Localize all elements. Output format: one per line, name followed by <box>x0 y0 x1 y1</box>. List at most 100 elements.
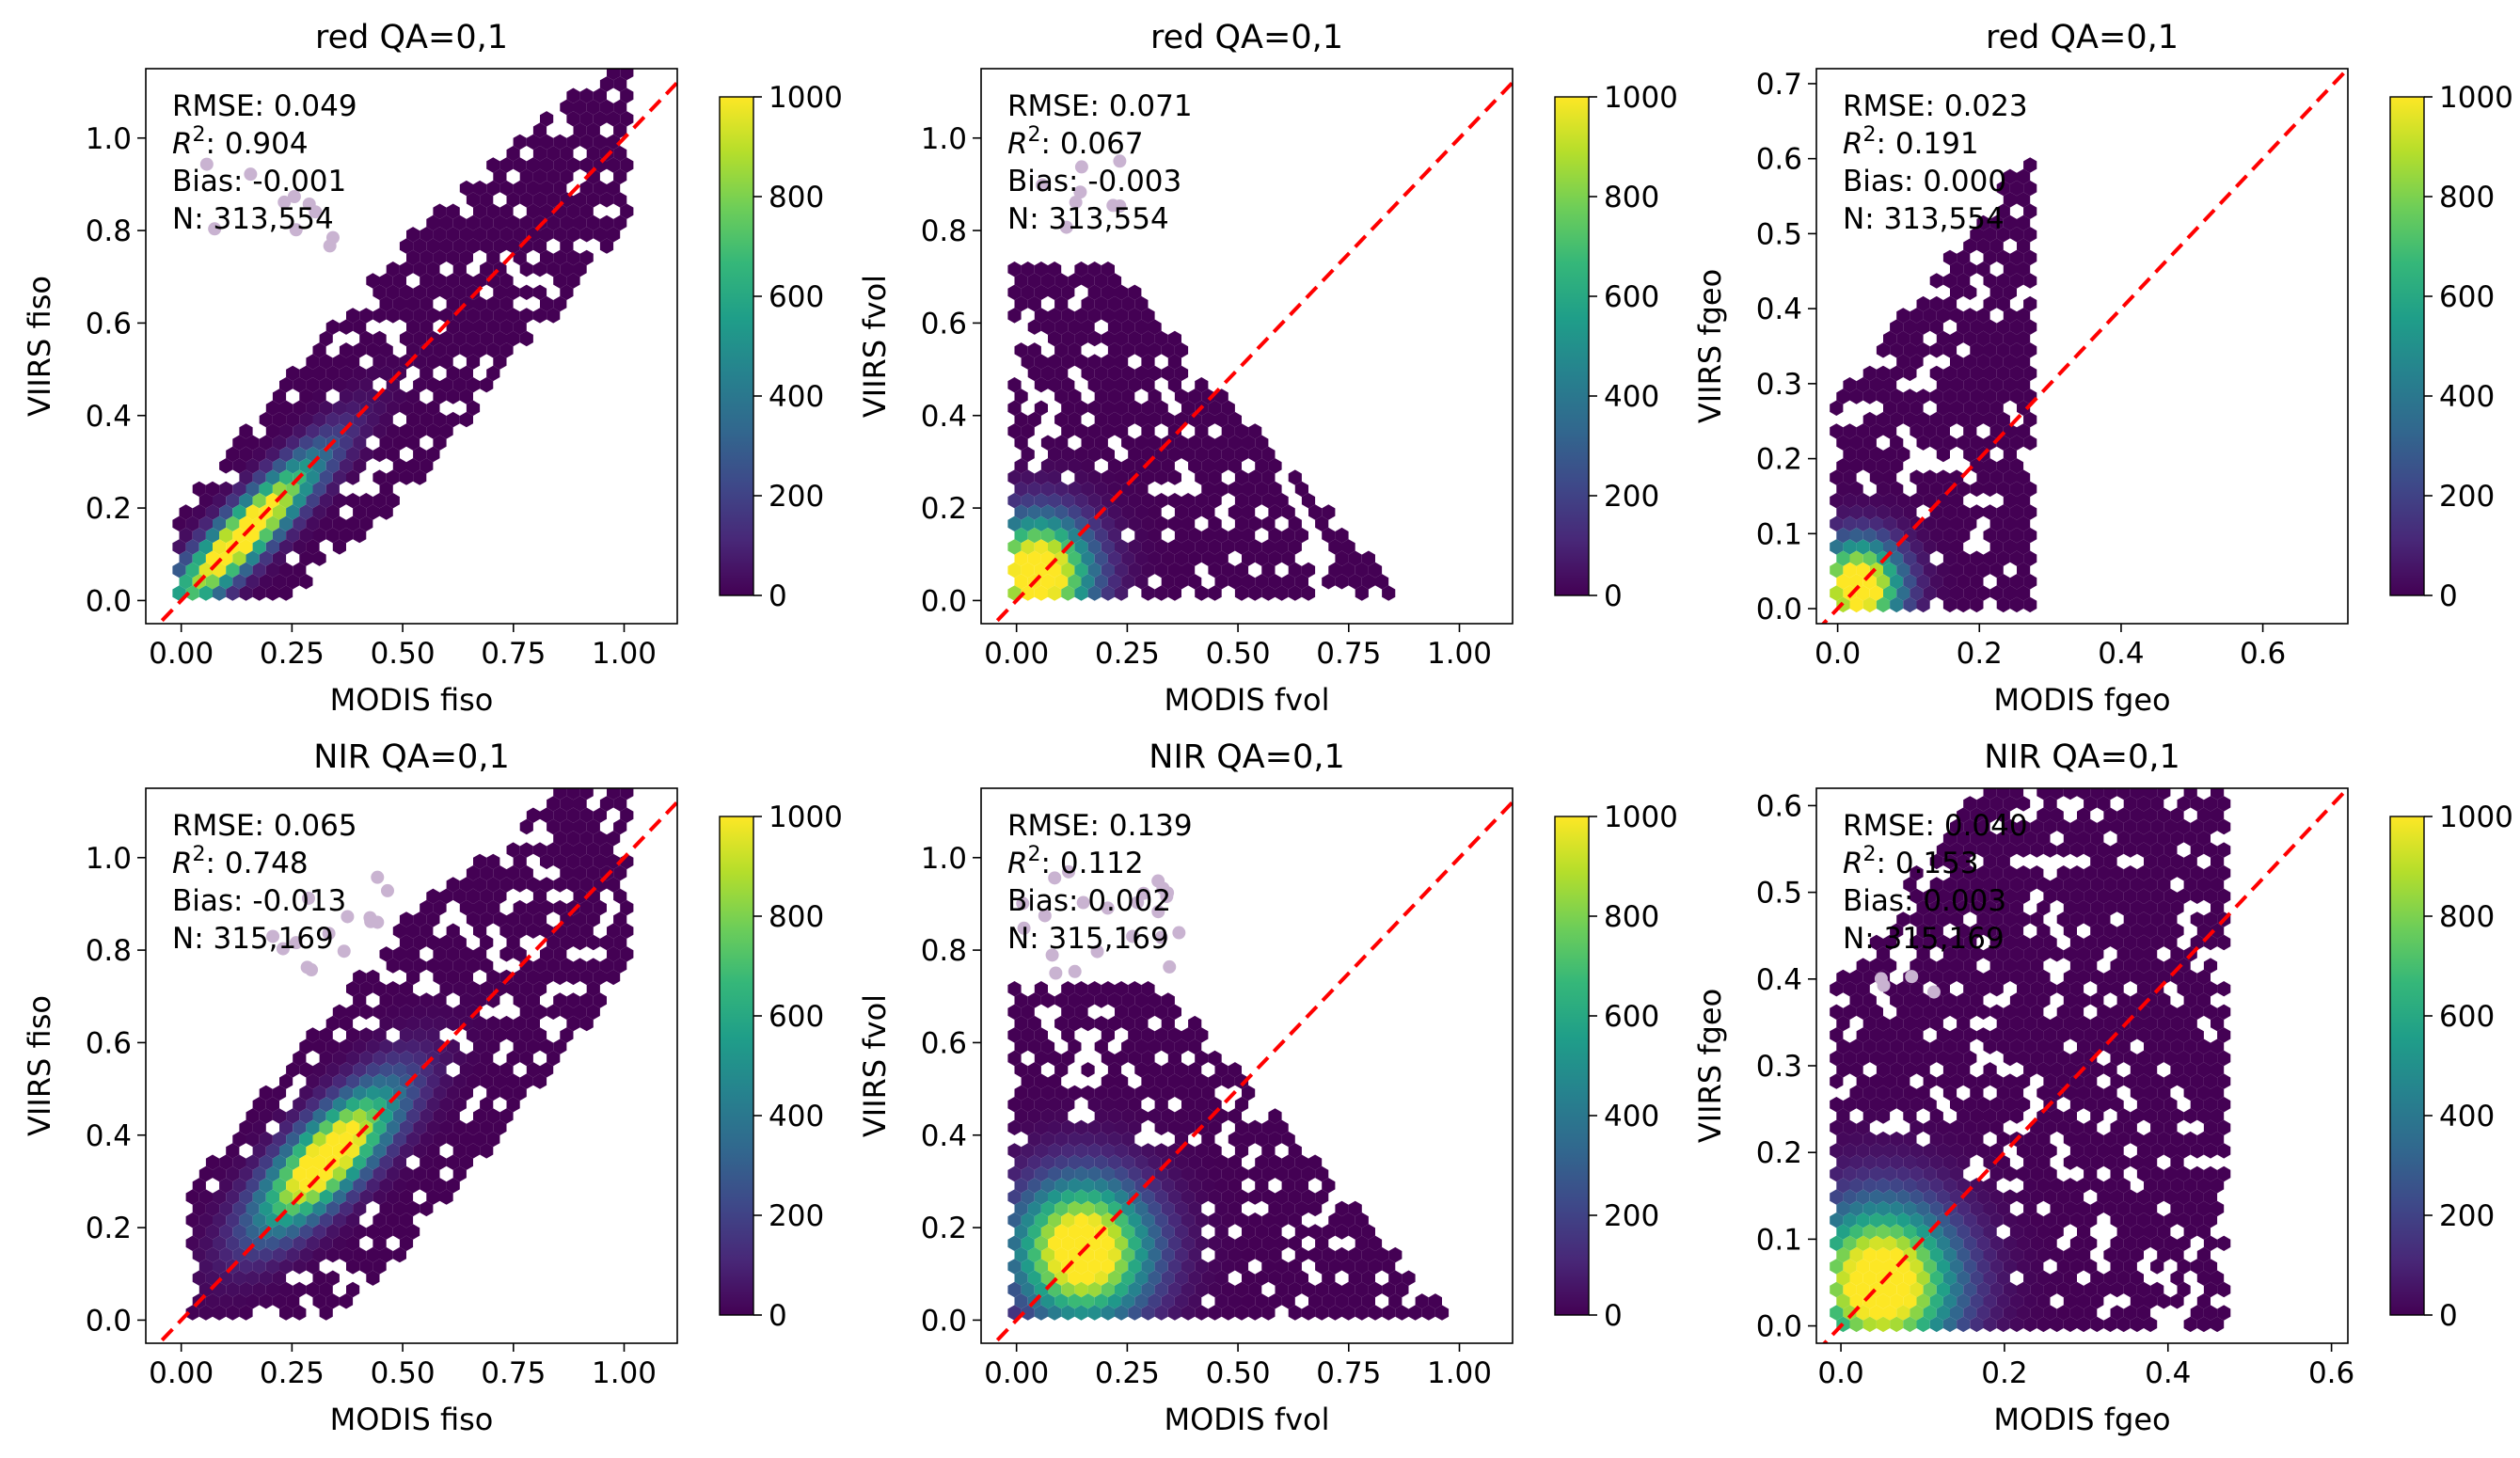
hex-bin <box>426 888 440 904</box>
hex-bin <box>372 493 387 509</box>
hex-bin <box>1034 354 1048 370</box>
hex-bin <box>1167 585 1181 601</box>
hex-bin <box>1916 1062 1930 1078</box>
hex-bin <box>1214 1246 1228 1263</box>
hex-bin <box>499 157 514 173</box>
hex-bin <box>1830 1004 1844 1020</box>
hex-bin <box>499 342 514 358</box>
hex-bin <box>353 435 367 451</box>
hex-bin <box>399 1097 414 1113</box>
hex-bin <box>246 550 260 566</box>
hex-bin <box>325 527 340 544</box>
hex-bin <box>1849 1038 1863 1054</box>
hex-bin <box>1957 969 1971 986</box>
hex-bin <box>1048 1165 1062 1182</box>
hex-bin <box>459 319 473 335</box>
hex-bin <box>1929 319 1943 335</box>
hex-bin <box>2163 1119 2178 1135</box>
hex-bin <box>1101 284 1115 300</box>
hex-bin <box>1094 1085 1108 1101</box>
hex-bin <box>1255 1178 1269 1194</box>
hex-bin <box>2084 842 2098 858</box>
hex-bin <box>1141 1027 1155 1043</box>
hex-bin <box>1141 1143 1155 1159</box>
hex-bin <box>2097 1004 2111 1020</box>
hex-bin <box>1128 1212 1142 1228</box>
hex-bin <box>2217 1027 2231 1043</box>
hex-bin <box>372 1259 387 1275</box>
overflow-point <box>1068 964 1082 978</box>
hex-bin <box>499 203 514 219</box>
hex-bin <box>2123 958 2137 974</box>
hex-bin <box>1014 1224 1028 1240</box>
hex-bin <box>2043 818 2057 835</box>
hex-bin <box>532 1073 547 1089</box>
hex-bin <box>1989 934 2004 951</box>
hex-bin <box>1074 1119 1088 1135</box>
hex-bin <box>519 284 533 300</box>
hex-bin <box>2110 934 2124 951</box>
hex-bin <box>1288 539 1302 555</box>
hex-bin <box>1021 1189 1035 1205</box>
hex-bin <box>1916 295 1930 312</box>
hex-bin <box>1021 261 1035 277</box>
hex-bin <box>399 423 414 439</box>
colorbar-tick-label: 800 <box>769 900 824 934</box>
y-tick-label: 0.6 <box>921 307 967 341</box>
hex-bin <box>192 527 206 544</box>
hex-bin <box>1355 1305 1369 1321</box>
hex-bin <box>1996 249 2010 266</box>
hex-bin <box>573 934 587 951</box>
hex-bin <box>399 1212 414 1228</box>
hex-bin <box>1976 1027 1990 1043</box>
hex-bin <box>1890 1085 1904 1101</box>
hex-bin <box>1234 493 1249 509</box>
hex-bin <box>1208 1073 1222 1089</box>
hex-bin <box>1957 504 1971 520</box>
hex-bin <box>526 992 540 1008</box>
hex-bin <box>1174 504 1189 520</box>
hex-bin <box>1087 981 1102 997</box>
hex-bin <box>1087 1119 1102 1135</box>
hex-bin <box>1322 1293 1336 1309</box>
hex-bin <box>1061 1165 1075 1182</box>
hex-bin <box>1034 308 1048 324</box>
hex-bin <box>2023 1131 2037 1148</box>
hex-bin <box>2023 1062 2037 1078</box>
hex-bin <box>2157 969 2171 986</box>
overflow-point <box>1048 871 1062 885</box>
hex-bin <box>1910 1050 1924 1067</box>
hex-bin <box>1876 1131 1891 1148</box>
hex-bin <box>466 1050 481 1067</box>
hex-bin <box>613 958 627 974</box>
hex-bin <box>1148 1108 1162 1124</box>
hex-bin <box>1843 1119 1857 1135</box>
hex-bin <box>2217 888 2231 904</box>
hex-bin <box>1322 1246 1336 1263</box>
x-tick-label: 0.50 <box>371 637 436 671</box>
hex-bin <box>2177 981 2191 997</box>
hex-bin <box>2177 1259 2191 1275</box>
hex-bin <box>1983 1293 1997 1309</box>
hex-bin <box>306 1143 320 1159</box>
hex-bin <box>232 504 246 520</box>
hex-bin <box>573 888 587 904</box>
hex-bin <box>1081 273 1095 289</box>
hex-bin <box>272 1178 287 1194</box>
hex-bin <box>1221 423 1235 439</box>
hex-bin <box>2177 818 2191 835</box>
hex-bin <box>1903 411 1917 428</box>
hex-bin <box>1040 1085 1055 1101</box>
hex-bin <box>1161 1085 1175 1101</box>
hex-bin <box>239 539 253 555</box>
hex-bin <box>1181 539 1196 555</box>
hex-bin <box>1234 562 1249 578</box>
hex-bin <box>299 1224 313 1240</box>
hex-bin <box>1128 1004 1142 1020</box>
hex-bin <box>560 865 574 881</box>
hex-bin <box>1916 319 1930 335</box>
hex-bin <box>286 481 300 498</box>
hex-bin <box>1950 284 1964 300</box>
hex-bin <box>560 934 574 951</box>
hex-bin <box>2123 911 2137 927</box>
